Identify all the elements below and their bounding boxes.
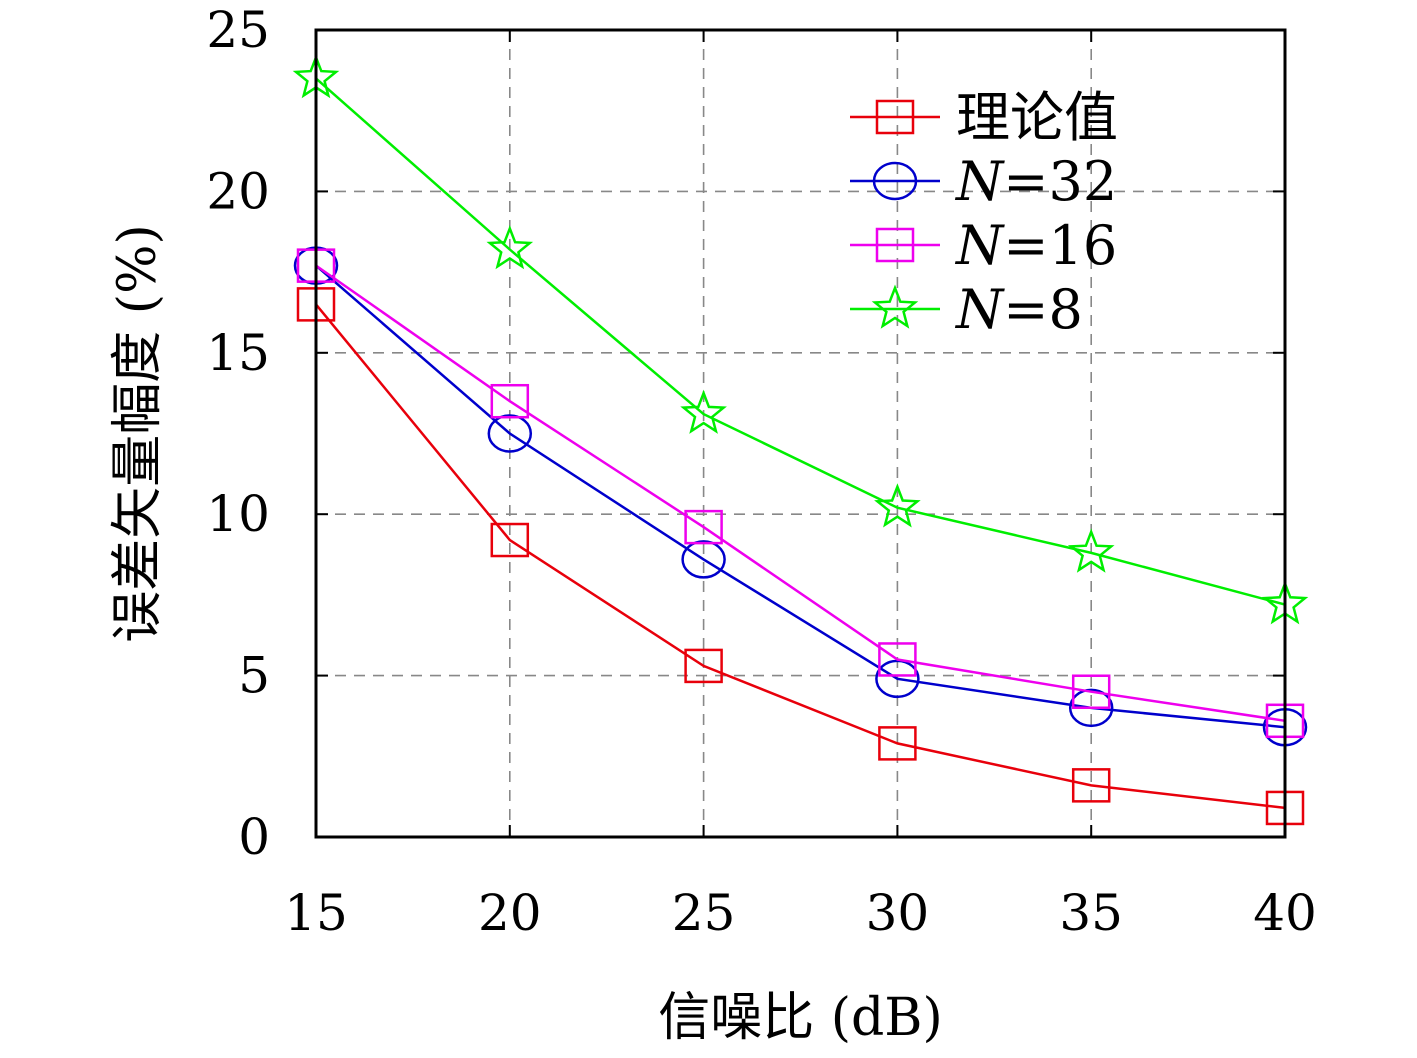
grid <box>316 30 1285 837</box>
series-line <box>315 77 1286 606</box>
data-point <box>486 225 534 270</box>
data-point <box>684 648 723 684</box>
y-tick-label: 10 <box>206 485 270 543</box>
legend-label: N=32 <box>954 150 1117 213</box>
plot-frame <box>314 28 1287 839</box>
legend-label: N=8 <box>954 278 1083 341</box>
data-point <box>487 414 533 453</box>
series-line <box>315 303 1286 810</box>
legend-entry: 理论值 <box>850 86 1118 149</box>
data-point <box>1071 674 1111 709</box>
series-line <box>315 264 1286 723</box>
data-point <box>874 483 921 528</box>
x-tick-label: 15 <box>284 884 348 942</box>
x-tick-label: 35 <box>1059 884 1123 942</box>
legend-label: N=16 <box>954 214 1117 277</box>
legend-label: 理论值 <box>956 86 1118 149</box>
data-point <box>680 389 727 434</box>
data-point <box>490 522 530 558</box>
y-tick-label: 25 <box>206 1 270 59</box>
legend-marker <box>875 227 915 263</box>
series-line <box>315 264 1286 729</box>
data-point <box>1067 528 1115 573</box>
y-tick-label: 20 <box>206 162 270 220</box>
data-point <box>1068 688 1114 728</box>
series-layer <box>292 53 1309 826</box>
tick-layer: 15 20 25 30 35 40 0 5 10 15 20 25 <box>206 1 1316 942</box>
series-0 <box>296 287 1305 826</box>
x-tick-label: 40 <box>1253 884 1317 942</box>
data-point <box>878 642 917 677</box>
x-tick-label: 20 <box>478 884 542 942</box>
x-tick-label: 25 <box>672 884 736 942</box>
series-2 <box>296 248 1305 739</box>
legend-marker <box>871 284 919 329</box>
legend-entry: N=32 <box>850 150 1117 213</box>
data-point <box>490 383 530 419</box>
y-tick-label: 15 <box>206 324 270 382</box>
y-tick-label: 5 <box>238 647 270 705</box>
data-point <box>878 726 917 761</box>
data-point <box>1071 768 1111 803</box>
x-tick-label: 30 <box>866 884 930 942</box>
legend-marker <box>875 99 915 135</box>
y-axis-title: 误差矢量幅度 (%) <box>108 224 168 643</box>
data-point <box>681 540 726 579</box>
x-axis-title: 信噪比 (dB) <box>658 988 943 1048</box>
legend-entry: N=8 <box>850 278 1083 341</box>
series-1 <box>293 246 1308 747</box>
series-3 <box>292 53 1309 625</box>
data-point <box>875 659 920 699</box>
legend-marker <box>872 161 918 201</box>
y-tick-label: 0 <box>238 808 270 866</box>
legend-entry: N=16 <box>850 214 1117 277</box>
data-point <box>684 509 723 545</box>
